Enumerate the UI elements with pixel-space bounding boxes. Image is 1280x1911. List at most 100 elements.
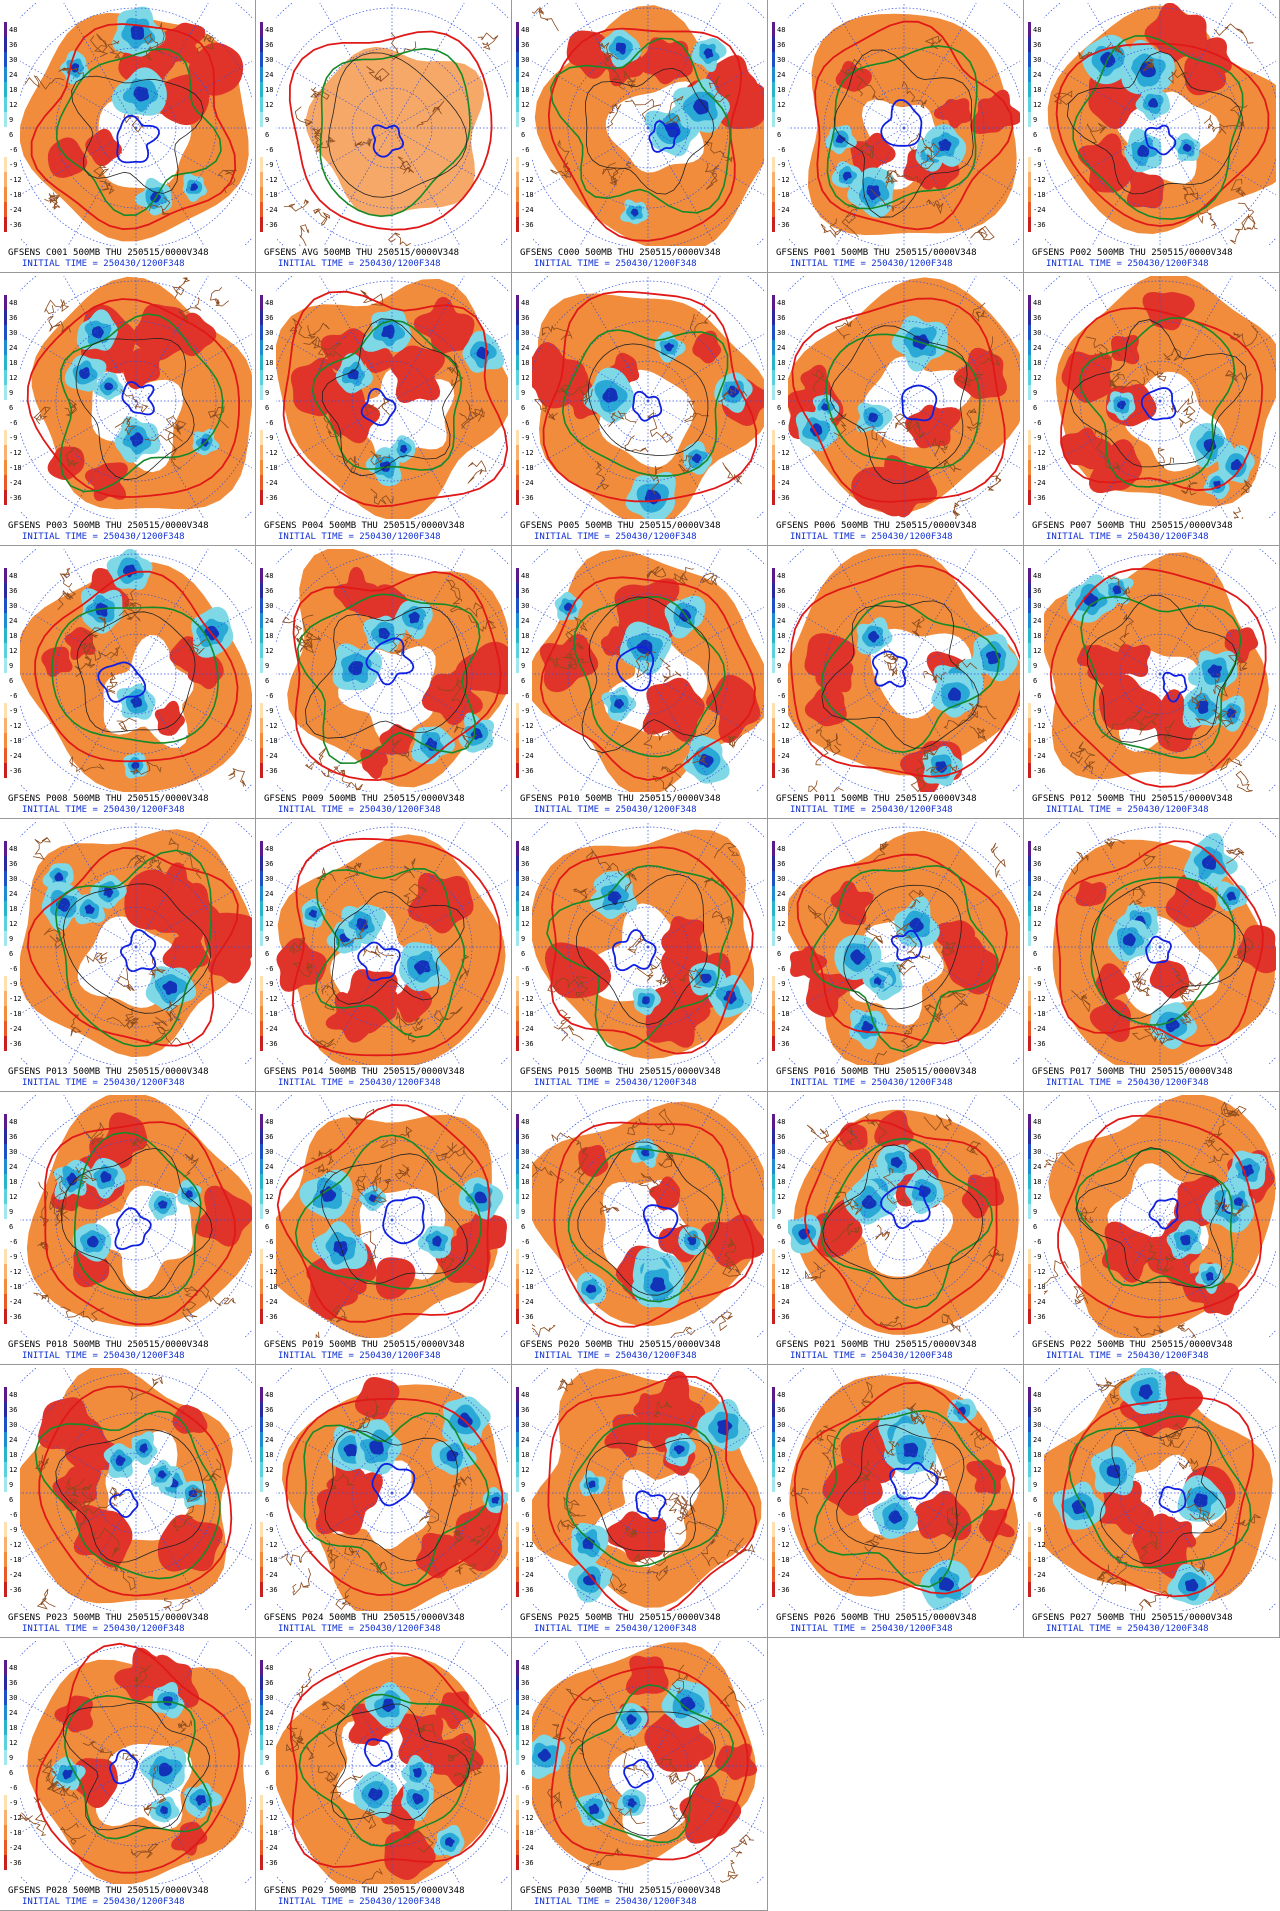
colorbar-swatch: [772, 1294, 775, 1309]
colorbar-swatch: [772, 445, 775, 460]
latitude-line: [823, 866, 985, 1028]
initial-time: INITIAL TIME = 250430/1200F348: [22, 259, 185, 269]
anomaly-positive: [305, 46, 485, 217]
panel-title: GFSENS C000 500MB THU 250515/0000V348: [520, 248, 721, 258]
colorbar-swatch: [4, 1309, 7, 1324]
colorbar-swatch: [1028, 901, 1031, 916]
coastline: [106, 1017, 138, 1028]
colorbar-label: 30: [521, 875, 529, 883]
colorbar-label: 12: [9, 1193, 17, 1201]
colorbar-swatch: [260, 703, 263, 718]
latitude-line: [55, 1685, 217, 1847]
coastline: [370, 488, 394, 505]
initial-time: INITIAL TIME = 250430/1200F348: [1046, 259, 1209, 269]
colorbar-label: 12: [265, 647, 273, 655]
coastline: [477, 32, 499, 50]
colorbar-swatch: [4, 1279, 7, 1294]
colorbar-label: -9: [777, 1253, 785, 1261]
colorbar-swatch: [1028, 688, 1031, 703]
colorbar-label: -18: [777, 1556, 790, 1564]
colorbar-label: -36: [1033, 221, 1046, 229]
anomaly-strong: [315, 1481, 366, 1536]
coastline: [679, 1223, 712, 1250]
colorbar-swatch: [516, 673, 519, 688]
colorbar-swatch: [4, 901, 7, 916]
coastline: [228, 768, 247, 787]
anomaly-strong: [360, 745, 388, 780]
colorbar-label: -24: [9, 1571, 22, 1579]
panel-title: GFSENS P028 500MB THU 250515/0000V348: [8, 1886, 209, 1896]
contour-blue: [623, 1758, 655, 1789]
colorbar-swatch: [260, 643, 263, 658]
coastline: [648, 465, 663, 495]
colorbar-label: -12: [1033, 722, 1046, 730]
colorbar-label: 24: [265, 71, 273, 79]
colorbar-label: -36: [521, 1040, 534, 1048]
colorbar-swatch: [1028, 1507, 1031, 1522]
colorbar-swatch: [516, 157, 519, 172]
colorbar-label: -6: [521, 1238, 529, 1246]
colorbar-label: 24: [265, 890, 273, 898]
colorbar-label: -9: [265, 1253, 273, 1261]
map-layer: [20, 549, 252, 792]
coastline: [1182, 185, 1199, 204]
initial-time: INITIAL TIME = 250430/1200F348: [22, 532, 185, 542]
coastline: [719, 1860, 739, 1883]
colorbar-swatch: [4, 490, 7, 505]
colorbar-swatch: [4, 1447, 7, 1462]
colorbar-label: -24: [521, 206, 534, 214]
colorbar-swatch: [772, 583, 775, 598]
initial-time: INITIAL TIME = 250430/1200F348: [278, 1897, 441, 1907]
anomaly-negative: [588, 1803, 600, 1815]
coastline: [1162, 1253, 1177, 1272]
colorbar-label: 24: [1033, 1436, 1041, 1444]
colorbar-swatch: [4, 400, 7, 415]
coastline: [33, 406, 51, 425]
colorbar-swatch: [516, 976, 519, 991]
colorbar-label: 24: [265, 344, 273, 352]
colorbar-swatch: [260, 1204, 263, 1219]
anomaly-negative: [1071, 1499, 1086, 1515]
colorbar-swatch: [260, 718, 263, 733]
colorbar-label: -24: [9, 1298, 22, 1306]
colorbar-label: 18: [265, 1724, 273, 1732]
colorbar-label: 18: [9, 905, 17, 913]
coastline: [1235, 770, 1253, 792]
colorbar-label: 6: [9, 677, 13, 685]
colorbar-label: -18: [777, 1283, 790, 1291]
coastline: [1230, 202, 1255, 245]
contour-green: [820, 600, 1000, 754]
coastline: [622, 1745, 649, 1777]
coastline: [811, 369, 828, 393]
ensemble-panel: 48 36 30 24 18 12 9 6 -6 -9 -12 -18 -24 -36 GFSENS P00…: [256, 546, 512, 819]
colorbar-swatch: [516, 946, 519, 961]
colorbar-label: 48: [521, 1391, 529, 1399]
coastline: [373, 1178, 392, 1203]
colorbar-swatch: [516, 1417, 519, 1432]
coastline: [336, 455, 359, 474]
colorbar-swatch: [772, 1174, 775, 1189]
colorbar-label: -12: [9, 1268, 22, 1276]
colorbar-swatch: [4, 1294, 7, 1309]
colorbar-swatch: [772, 1522, 775, 1537]
anomaly-negative: [693, 98, 709, 115]
coastline: [303, 336, 324, 356]
anomaly-negative: [1226, 708, 1237, 718]
anomaly-strong: [379, 724, 415, 755]
colorbar-swatch: [772, 1417, 775, 1432]
contour-green: [1068, 1415, 1252, 1569]
colorbar-swatch: [4, 673, 7, 688]
contour-blue: [1158, 1485, 1187, 1514]
coastline: [704, 140, 733, 163]
coastline: [51, 1770, 79, 1800]
colorbar-swatch: [772, 1507, 775, 1522]
colorbar-swatch: [4, 748, 7, 763]
colorbar-label: 48: [1033, 1391, 1041, 1399]
colorbar-swatch: [1028, 1159, 1031, 1174]
coastline: [32, 836, 52, 861]
colorbar-label: 18: [521, 1724, 529, 1732]
